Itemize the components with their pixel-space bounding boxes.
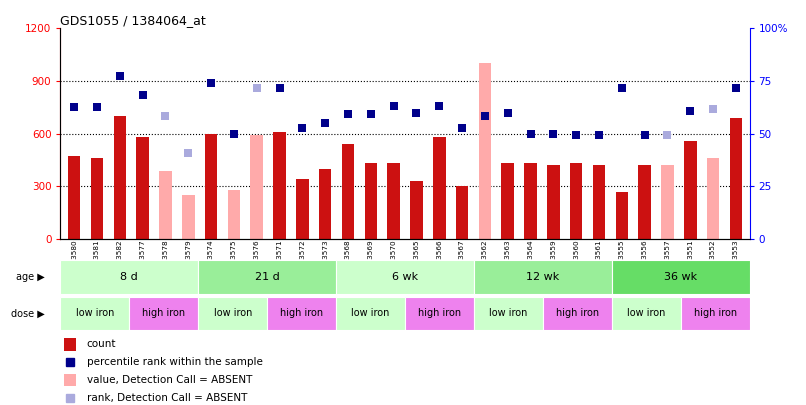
Point xyxy=(90,104,103,111)
Point xyxy=(205,79,218,86)
Bar xyxy=(684,141,696,239)
Bar xyxy=(592,165,605,239)
Bar xyxy=(60,260,198,294)
Text: high iron: high iron xyxy=(418,309,461,318)
Point xyxy=(455,125,468,132)
Bar xyxy=(159,171,172,239)
Point xyxy=(387,102,400,109)
Bar xyxy=(542,297,612,330)
Bar xyxy=(638,165,651,239)
Point xyxy=(729,85,742,91)
Bar xyxy=(474,260,612,294)
Bar xyxy=(342,144,355,239)
Bar xyxy=(479,64,491,239)
Point xyxy=(250,85,263,91)
Point xyxy=(683,108,696,114)
Text: dose ▶: dose ▶ xyxy=(10,309,44,318)
Bar xyxy=(267,297,336,330)
Bar xyxy=(296,179,309,239)
Bar xyxy=(64,338,77,351)
Bar xyxy=(198,260,336,294)
Point xyxy=(296,125,309,132)
Text: 6 wk: 6 wk xyxy=(392,272,418,282)
Text: 8 d: 8 d xyxy=(120,272,139,282)
Text: 36 wk: 36 wk xyxy=(664,272,697,282)
Text: count: count xyxy=(86,339,116,350)
Bar xyxy=(68,156,81,239)
Bar xyxy=(455,186,468,239)
Text: low iron: low iron xyxy=(627,309,666,318)
Bar xyxy=(364,164,377,239)
Text: value, Detection Call = ABSENT: value, Detection Call = ABSENT xyxy=(86,375,252,385)
Text: 21 d: 21 d xyxy=(255,272,280,282)
Bar xyxy=(410,181,422,239)
Point xyxy=(114,72,127,79)
Bar xyxy=(729,118,742,239)
Point xyxy=(410,109,423,116)
Bar xyxy=(547,165,559,239)
Text: 12 wk: 12 wk xyxy=(526,272,559,282)
Text: low iron: low iron xyxy=(351,309,390,318)
Point xyxy=(136,92,149,98)
Bar xyxy=(405,297,474,330)
Point xyxy=(273,85,286,91)
Point xyxy=(547,130,560,137)
Point xyxy=(68,104,81,111)
Bar xyxy=(251,135,263,239)
Bar xyxy=(336,297,405,330)
Point xyxy=(592,132,605,139)
Point xyxy=(182,150,195,156)
Text: low iron: low iron xyxy=(76,309,114,318)
Bar xyxy=(182,195,194,239)
Text: low iron: low iron xyxy=(214,309,252,318)
Text: low iron: low iron xyxy=(489,309,528,318)
Bar xyxy=(319,169,331,239)
Text: rank, Detection Call = ABSENT: rank, Detection Call = ABSENT xyxy=(86,393,247,403)
Bar xyxy=(680,297,750,330)
Bar xyxy=(129,297,198,330)
Text: high iron: high iron xyxy=(280,309,323,318)
Bar xyxy=(661,165,674,239)
Point xyxy=(638,132,651,139)
Point xyxy=(661,132,674,139)
Bar xyxy=(205,134,218,239)
Bar xyxy=(570,164,583,239)
Text: high iron: high iron xyxy=(142,309,185,318)
Point xyxy=(479,113,492,119)
Bar xyxy=(524,164,537,239)
Point xyxy=(707,106,720,112)
Point xyxy=(524,130,537,137)
Bar xyxy=(136,137,149,239)
Bar xyxy=(336,260,474,294)
Text: age ▶: age ▶ xyxy=(15,272,44,282)
Bar xyxy=(612,297,680,330)
Bar xyxy=(612,260,750,294)
Point xyxy=(227,130,240,137)
Bar xyxy=(114,116,126,239)
Point xyxy=(433,102,446,109)
Text: GDS1055 / 1384064_at: GDS1055 / 1384064_at xyxy=(60,14,206,27)
Point xyxy=(570,132,583,139)
Bar xyxy=(433,137,446,239)
Bar xyxy=(707,158,719,239)
Bar xyxy=(64,374,77,386)
Text: high iron: high iron xyxy=(555,309,599,318)
Point xyxy=(318,120,331,126)
Point xyxy=(159,113,172,119)
Point xyxy=(501,109,514,116)
Text: high iron: high iron xyxy=(693,309,737,318)
Bar xyxy=(227,190,240,239)
Bar xyxy=(388,164,400,239)
Bar xyxy=(91,158,103,239)
Point xyxy=(342,111,355,117)
Bar xyxy=(273,132,286,239)
Bar xyxy=(501,164,514,239)
Point xyxy=(615,85,628,91)
Bar xyxy=(474,297,542,330)
Bar xyxy=(616,192,628,239)
Text: percentile rank within the sample: percentile rank within the sample xyxy=(86,357,263,367)
Bar xyxy=(60,297,129,330)
Bar xyxy=(198,297,267,330)
Point xyxy=(364,111,377,117)
